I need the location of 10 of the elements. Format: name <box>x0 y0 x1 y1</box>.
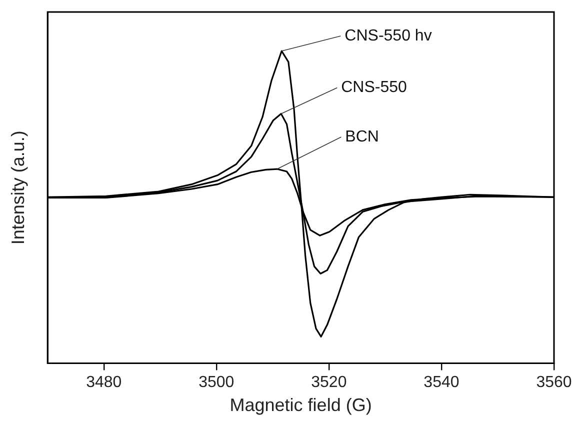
y-axis-title: Intensity (a.u.) <box>8 130 28 245</box>
annotation: CNS-550 <box>341 79 408 96</box>
x-tick-label: 3520 <box>311 374 347 392</box>
x-tick-label: 3500 <box>198 374 234 392</box>
annotation: BCN <box>345 128 379 146</box>
x-tick-label: 3540 <box>424 374 460 392</box>
annotation: CNS-550 hv <box>344 27 432 44</box>
x-tick-label: 3480 <box>86 374 122 392</box>
x-tick-label: 3560 <box>536 374 572 392</box>
x-axis-title: Magnetic field (G) <box>230 395 372 416</box>
